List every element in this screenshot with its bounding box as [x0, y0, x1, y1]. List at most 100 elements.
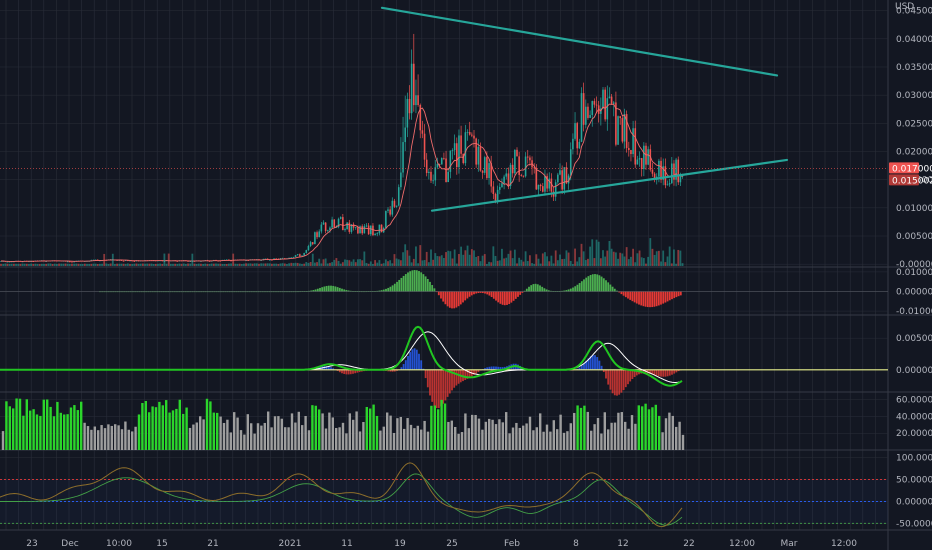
- histogram-bar: [319, 287, 321, 292]
- volume-bar: [666, 256, 669, 266]
- strength-bar: [481, 429, 484, 450]
- candle-body: [281, 258, 284, 260]
- last-price-label: 0.017000: [892, 164, 932, 174]
- strength-bar: [144, 400, 147, 450]
- volume-bar: [655, 251, 658, 266]
- strength-bar: [236, 417, 239, 450]
- strength-bar: [151, 406, 154, 450]
- y-tick-label: -0.000000: [896, 260, 932, 270]
- volume-bar: [77, 263, 80, 266]
- strength-bar: [171, 410, 175, 450]
- candle-body: [122, 260, 125, 262]
- volume-bar: [296, 262, 299, 266]
- volume-bar: [679, 250, 682, 266]
- strength-bar: [178, 399, 181, 450]
- candle-body: [176, 261, 179, 262]
- macd-bar: [497, 366, 500, 370]
- histogram-bar: [455, 291, 458, 308]
- y-tick-label: 50.000000: [896, 476, 932, 486]
- volume-bar: [122, 263, 125, 266]
- candle-body: [471, 134, 473, 136]
- strength-bar: [341, 422, 345, 450]
- macd-bar: [457, 369, 460, 384]
- volume-bar: [139, 263, 142, 266]
- strength-bar: [52, 416, 56, 450]
- strength-bar: [202, 419, 205, 450]
- histogram-bar: [633, 291, 636, 303]
- candle-body: [567, 175, 570, 184]
- strength-bar: [423, 420, 426, 450]
- macd-bar: [673, 369, 676, 374]
- volume-bar: [195, 263, 198, 266]
- candle-body: [436, 163, 439, 168]
- volume-bar: [47, 263, 50, 266]
- strength-bar: [518, 427, 521, 450]
- histogram-bar: [591, 274, 594, 292]
- volume-bar: [124, 263, 127, 266]
- macd-bar: [651, 369, 654, 375]
- volume-bar: [114, 263, 116, 266]
- histogram-bar: [327, 285, 330, 292]
- candle-body: [518, 156, 520, 175]
- histogram-bar: [442, 291, 445, 302]
- candle-body: [516, 149, 518, 157]
- volume-bar: [68, 263, 71, 266]
- volume-bar: [163, 253, 166, 266]
- strength-bar: [413, 428, 416, 450]
- time-axis[interactable]: 23 Dec 10:00 15 21 2021 11 19 25 Feb 8 12 22 12:00 Mar…: [26, 539, 857, 549]
- volume-bar: [167, 253, 170, 266]
- volume-bar: [511, 258, 514, 266]
- candle-body: [548, 178, 551, 189]
- volume-bar: [157, 263, 159, 266]
- macd-bar: [407, 355, 409, 370]
- histogram-bar: [338, 287, 341, 292]
- candle-body: [10, 261, 13, 263]
- candle-body: [477, 146, 480, 165]
- histogram-bar: [345, 290, 348, 292]
- volume-bar: [477, 255, 480, 266]
- strength-bar: [386, 412, 389, 450]
- candle-body: [550, 178, 553, 192]
- volume-bar: [649, 238, 652, 266]
- candle-body: [294, 255, 297, 257]
- candle-body: [260, 260, 262, 261]
- strength-bar: [182, 413, 185, 450]
- volume-bar: [88, 263, 91, 266]
- volume-bar: [602, 250, 604, 266]
- volume-bar: [632, 248, 634, 266]
- volume-bar: [49, 263, 52, 266]
- volume-bar: [73, 263, 75, 266]
- histogram-bar: [446, 291, 449, 307]
- candle-body: [361, 226, 363, 234]
- candle-body: [647, 149, 649, 165]
- strength-bar: [226, 419, 229, 450]
- candle-body: [621, 118, 624, 142]
- volume-bar: [580, 243, 583, 266]
- histogram-bar: [646, 291, 649, 308]
- volume-bar: [30, 263, 32, 266]
- volume-bar: [38, 263, 41, 266]
- histogram-bar: [627, 291, 629, 299]
- candle-body: [483, 157, 486, 173]
- time-axis-label: 10:00: [106, 539, 132, 549]
- strength-bar: [348, 413, 351, 450]
- histogram-bar: [475, 291, 478, 294]
- candle-body: [423, 133, 426, 160]
- strength-bar: [8, 406, 11, 450]
- candle-body: [309, 242, 312, 247]
- histogram-bar: [668, 291, 671, 301]
- volume-bar: [389, 260, 392, 266]
- macd-bar: [327, 366, 330, 370]
- volume-bar: [56, 263, 58, 266]
- strength-bar: [63, 414, 66, 450]
- volume-bar: [578, 257, 581, 266]
- strength-bar: [607, 429, 610, 450]
- strength-bar: [658, 415, 661, 450]
- volume-bar: [348, 260, 351, 266]
- volume-bar: [535, 254, 538, 266]
- volume-bar: [255, 263, 258, 266]
